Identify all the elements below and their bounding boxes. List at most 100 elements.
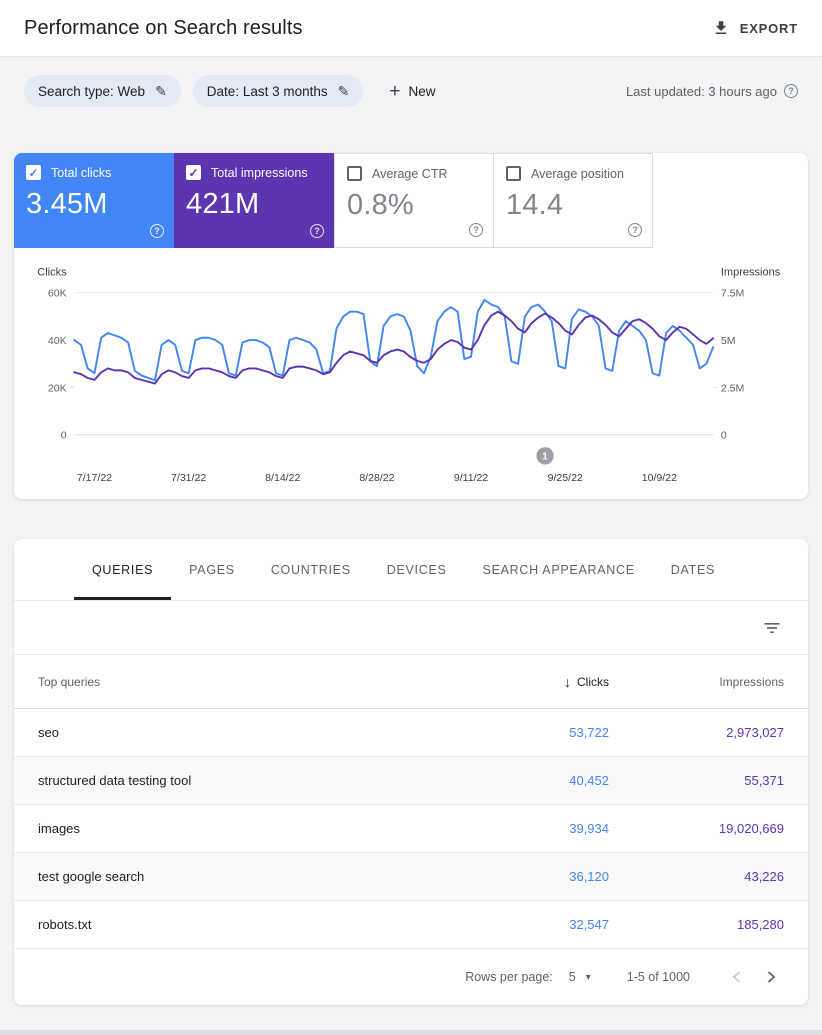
clicks-header-label: Clicks <box>577 674 609 689</box>
svg-text:7.5M: 7.5M <box>721 288 744 300</box>
chevron-right-icon <box>767 971 776 984</box>
table-header-row: Top queries ↓ Clicks Impressions <box>14 655 808 710</box>
svg-text:5M: 5M <box>721 335 736 347</box>
svg-text:40K: 40K <box>48 335 67 347</box>
svg-text:20K: 20K <box>48 382 67 394</box>
checkbox-empty-icon[interactable] <box>347 166 362 181</box>
pagination-range: 1-5 of 1000 <box>626 970 690 985</box>
svg-text:2.5M: 2.5M <box>721 382 744 394</box>
checkbox-empty-icon[interactable] <box>506 166 521 181</box>
impressions-cell: 19,020,669 <box>718 821 784 837</box>
svg-text:Impressions: Impressions <box>721 267 781 279</box>
download-icon <box>715 21 726 34</box>
tab-devices[interactable]: DEVICES <box>386 562 447 577</box>
dropdown-arrow-icon: ▾ <box>585 971 591 983</box>
export-label: EXPORT <box>739 20 798 36</box>
metric-tile-total-clicks[interactable]: ✓ Total clicks 3.45M ? <box>14 153 174 248</box>
metric-label: Average position <box>531 166 624 181</box>
page-bottom-edge <box>0 1030 822 1035</box>
metric-tile-total-impressions[interactable]: ✓ Total impressions 421M ? <box>174 153 334 248</box>
metric-tile-average-ctr[interactable]: Average CTR 0.8% ? <box>334 153 494 248</box>
clicks-cell: 39,934 <box>569 821 609 837</box>
tab-pages[interactable]: PAGES <box>189 562 235 577</box>
tab-dates[interactable]: DATES <box>670 562 716 577</box>
svg-text:Clicks: Clicks <box>37 267 67 279</box>
plus-icon: + <box>389 80 401 102</box>
svg-text:10/9/22: 10/9/22 <box>642 472 677 484</box>
svg-text:60K: 60K <box>48 288 67 300</box>
previous-page-button[interactable] <box>724 964 750 990</box>
help-icon[interactable]: ? <box>784 84 798 98</box>
metric-value: 3.45M <box>26 188 108 220</box>
rows-per-page-value: 5 <box>568 970 576 985</box>
clicks-cell: 53,722 <box>569 725 609 741</box>
table-row[interactable]: robots.txt 32,547 185,280 <box>14 901 808 950</box>
query-cell: test google search <box>38 869 145 885</box>
table-toolbar <box>14 601 808 656</box>
performance-chart[interactable]: Clicks Impressions 60K 7.5M 40K 5M 20K 2.5M 0 0 7/… <box>34 264 788 489</box>
metric-value: 421M <box>186 188 260 220</box>
column-header-impressions[interactable]: Impressions <box>719 674 784 689</box>
tab-search-appearance[interactable]: SEARCH APPEARANCE <box>482 562 635 577</box>
svg-text:7/31/22: 7/31/22 <box>171 472 206 484</box>
table-row[interactable]: seo 53,722 2,973,027 <box>14 709 808 758</box>
new-filter-label: New <box>408 83 436 99</box>
svg-text:8/28/22: 8/28/22 <box>359 472 394 484</box>
rows-per-page-select[interactable]: 5 ▾ <box>569 970 591 984</box>
checkbox-checked-icon[interactable]: ✓ <box>186 165 201 180</box>
impressions-cell: 185,280 <box>737 917 784 933</box>
clicks-cell: 36,120 <box>569 869 609 885</box>
date-range-chip[interactable]: Date: Last 3 months ✎ <box>192 75 364 107</box>
svg-text:8/14/22: 8/14/22 <box>265 472 300 484</box>
chart-area: Clicks Impressions 60K 7.5M 40K 5M 20K 2.5M 0 0 7/… <box>14 248 808 499</box>
edit-pencil-icon: ✎ <box>337 82 350 99</box>
help-icon[interactable]: ? <box>469 223 483 237</box>
help-icon[interactable]: ? <box>628 223 642 237</box>
date-range-label: Date: Last 3 months <box>206 83 328 99</box>
dimension-tabs: QUERIES PAGES COUNTRIES DEVICES SEARCH A… <box>14 539 808 602</box>
query-cell: robots.txt <box>38 917 92 933</box>
clicks-cell: 40,452 <box>569 773 609 789</box>
column-header-query[interactable]: Top queries <box>38 674 101 689</box>
table-row[interactable]: test google search 36,120 43,226 <box>14 853 808 902</box>
filter-bar: Search type: Web ✎ Date: Last 3 months ✎… <box>24 75 798 107</box>
tab-countries[interactable]: COUNTRIES <box>270 562 351 577</box>
table-pagination: Rows per page: 5 ▾ 1-5 of 1000 <box>14 949 808 1005</box>
rows-per-page-label: Rows per page: <box>465 970 553 985</box>
metric-tile-average-position[interactable]: Average position 14.4 ? <box>493 153 653 248</box>
page-title: Performance on Search results <box>24 16 303 39</box>
dimensions-table-card: QUERIES PAGES COUNTRIES DEVICES SEARCH A… <box>14 539 808 1006</box>
new-filter-button[interactable]: + New <box>389 82 435 101</box>
metric-label: Total clicks <box>51 165 112 180</box>
filter-list-icon[interactable] <box>762 618 782 638</box>
clicks-cell: 32,547 <box>569 917 609 933</box>
tab-queries[interactable]: QUERIES <box>74 539 172 601</box>
table-row[interactable]: structured data testing tool 40,452 55,3… <box>14 757 808 806</box>
next-page-button[interactable] <box>758 964 784 990</box>
chevron-left-icon <box>732 971 741 984</box>
help-icon[interactable]: ? <box>150 224 164 238</box>
metric-label: Average CTR <box>372 166 448 181</box>
last-updated-text: Last updated: 3 hours ago <box>625 83 777 99</box>
query-cell: structured data testing tool <box>38 773 192 789</box>
svg-text:0: 0 <box>721 430 727 442</box>
impressions-cell: 55,371 <box>744 773 784 789</box>
column-header-clicks[interactable]: ↓ Clicks <box>439 674 609 690</box>
query-cell: images <box>38 821 80 837</box>
metric-value: 14.4 <box>506 189 564 221</box>
search-type-chip[interactable]: Search type: Web ✎ <box>24 75 181 107</box>
svg-text:7/17/22: 7/17/22 <box>77 472 112 484</box>
top-bar: Performance on Search results EXPORT <box>0 0 822 57</box>
svg-text:1: 1 <box>542 451 548 463</box>
svg-text:0: 0 <box>61 430 67 442</box>
table-body: seo 53,722 2,973,027 structured data tes… <box>14 709 808 950</box>
metric-label: Total impressions <box>211 165 308 180</box>
table-row[interactable]: images 39,934 19,020,669 <box>14 805 808 854</box>
sort-descending-icon: ↓ <box>564 673 571 690</box>
impressions-cell: 2,973,027 <box>726 725 784 741</box>
last-updated: Last updated: 3 hours ago ? <box>626 84 798 99</box>
help-icon[interactable]: ? <box>310 224 324 238</box>
export-button[interactable]: EXPORT <box>712 19 798 37</box>
performance-summary-card: ✓ Total clicks 3.45M ? ✓ Total impressio… <box>14 153 808 500</box>
checkbox-checked-icon[interactable]: ✓ <box>26 165 41 180</box>
